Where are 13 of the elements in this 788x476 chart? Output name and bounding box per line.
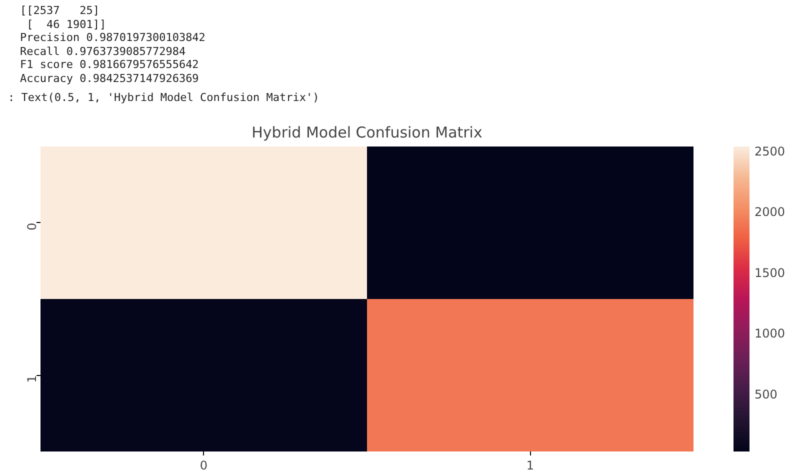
color-bar-label: 500 (754, 387, 778, 402)
text: [ 46 1901]] (26, 18, 108, 31)
text: Accuracy 0.9842537147926369 (20, 72, 200, 85)
chart-title: Hybrid Model Confusion Matrix (252, 124, 482, 142)
color-bar-label: 1500 (754, 266, 786, 280)
text: [[2537 25] (20, 4, 100, 18)
text: Recall 0.9763739085772984 (20, 44, 187, 58)
color-bar-label: 2500 (754, 144, 786, 158)
color-bar-label: 2000 (754, 205, 786, 220)
color-bar-label: 1000 (754, 326, 786, 341)
text: : Text(0.5, 1, 'Hybrid Model Confusion Matrix') (8, 91, 320, 104)
text: F1 score 0.9816679576555642 (20, 58, 200, 72)
text: Precision 0.9870197300103842 (20, 31, 206, 44)
